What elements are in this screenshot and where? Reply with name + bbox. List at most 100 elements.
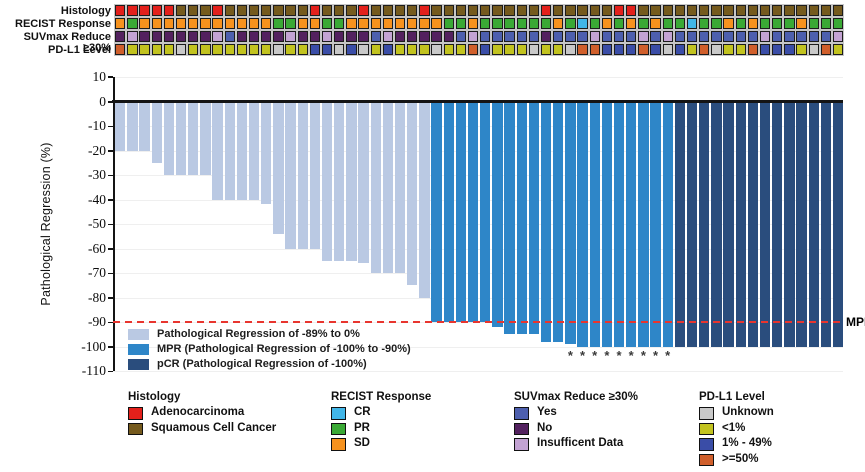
legend-item-label: Insufficent Data	[537, 437, 624, 449]
bar-mpr	[504, 102, 515, 335]
y-tick-label: 0	[99, 93, 106, 109]
track-cell	[528, 31, 540, 42]
track-cell	[747, 31, 759, 42]
bar-pcr	[759, 102, 771, 347]
track-cell	[175, 5, 187, 16]
track-cell	[613, 18, 625, 29]
track-cell	[115, 31, 126, 42]
track-cell	[358, 18, 369, 29]
track-cell	[212, 5, 223, 16]
track-cell	[394, 5, 406, 16]
track-cell	[407, 31, 418, 42]
bar-pcr	[735, 102, 746, 347]
legend-swatch	[331, 438, 346, 451]
track-cell	[759, 5, 771, 16]
track-cell	[370, 5, 381, 16]
track-cell	[601, 44, 613, 55]
track-cell	[212, 44, 223, 55]
y-tick	[107, 101, 113, 103]
track-cell	[747, 5, 759, 16]
significance-asterisk: *	[616, 348, 622, 363]
legend-item-label: No	[537, 421, 553, 434]
bar-light	[175, 102, 187, 176]
bar-pcr	[711, 102, 722, 347]
track-cell	[638, 31, 649, 42]
significance-asterisk: *	[604, 348, 610, 363]
y-axis-line	[113, 77, 115, 371]
track-cell	[285, 31, 296, 42]
track-cell	[443, 44, 454, 55]
track-cell	[334, 5, 345, 16]
legend-item-label: Unknown	[722, 406, 774, 418]
inplot-legend-label: Pathological Regression of -89% to 0%	[157, 328, 360, 340]
track-cell	[638, 5, 649, 16]
track-cell	[772, 18, 783, 29]
track-cell	[370, 44, 381, 55]
track-cell	[626, 44, 637, 55]
track-cell	[626, 5, 637, 16]
legend-item-label: Yes	[537, 406, 557, 418]
track-cell	[735, 31, 746, 42]
track-cell	[273, 5, 284, 16]
track-cell	[175, 44, 187, 55]
legend-swatch	[699, 438, 714, 451]
track-cell	[334, 18, 345, 29]
track-cell	[796, 5, 807, 16]
track-cell	[540, 31, 552, 42]
bar-light	[139, 102, 150, 151]
track-cell	[626, 18, 637, 29]
y-tick-label: -90	[88, 314, 106, 330]
track-cell	[504, 18, 515, 29]
track-cell	[285, 5, 296, 16]
track-cell	[784, 44, 795, 55]
track-cell	[443, 5, 454, 16]
track-cell	[175, 18, 187, 29]
bar-light	[212, 102, 223, 200]
track-cell	[638, 44, 649, 55]
track-cell	[784, 31, 795, 42]
track-cell	[407, 5, 418, 16]
track-cell	[261, 31, 272, 42]
track-cell	[528, 18, 540, 29]
track-cell	[224, 5, 235, 16]
track-cell	[516, 5, 527, 16]
bar-mpr	[553, 102, 564, 342]
track-cell	[808, 44, 819, 55]
track-cell	[127, 5, 138, 16]
track-cell	[553, 18, 564, 29]
bar-mpr	[480, 102, 491, 323]
track-cell	[577, 5, 588, 16]
track-cell	[796, 31, 807, 42]
legend-swatch	[699, 422, 714, 435]
inplot-legend-swatch	[128, 359, 149, 370]
track-cell	[504, 44, 515, 55]
track-cell	[321, 5, 333, 16]
y-tick-label: -100	[81, 338, 106, 354]
significance-asterisk: *	[592, 348, 598, 363]
bar-light	[407, 102, 418, 286]
track-cell	[127, 18, 138, 29]
y-tick	[107, 199, 113, 201]
y-tick	[107, 223, 113, 226]
bar-pcr	[686, 102, 698, 347]
track-cell	[224, 44, 235, 55]
legend-swatch	[331, 422, 346, 435]
track-cell	[321, 44, 333, 55]
track-cell	[589, 44, 600, 55]
track-cell	[443, 18, 454, 29]
track-cell	[650, 44, 661, 55]
track-cell	[346, 31, 357, 42]
track-cell	[686, 5, 698, 16]
track-cell	[455, 44, 467, 55]
track-cell	[297, 5, 308, 16]
legend-item-label: Squamous Cell Cancer	[151, 421, 277, 434]
track-cell	[115, 5, 126, 16]
track-cell	[273, 44, 284, 55]
track-cell	[212, 18, 223, 29]
track-cell	[309, 31, 321, 42]
bar-light	[297, 102, 308, 249]
bar-light	[334, 102, 345, 261]
y-tick-label: 10	[92, 68, 107, 84]
track-cell	[346, 44, 357, 55]
track-cell	[589, 5, 600, 16]
